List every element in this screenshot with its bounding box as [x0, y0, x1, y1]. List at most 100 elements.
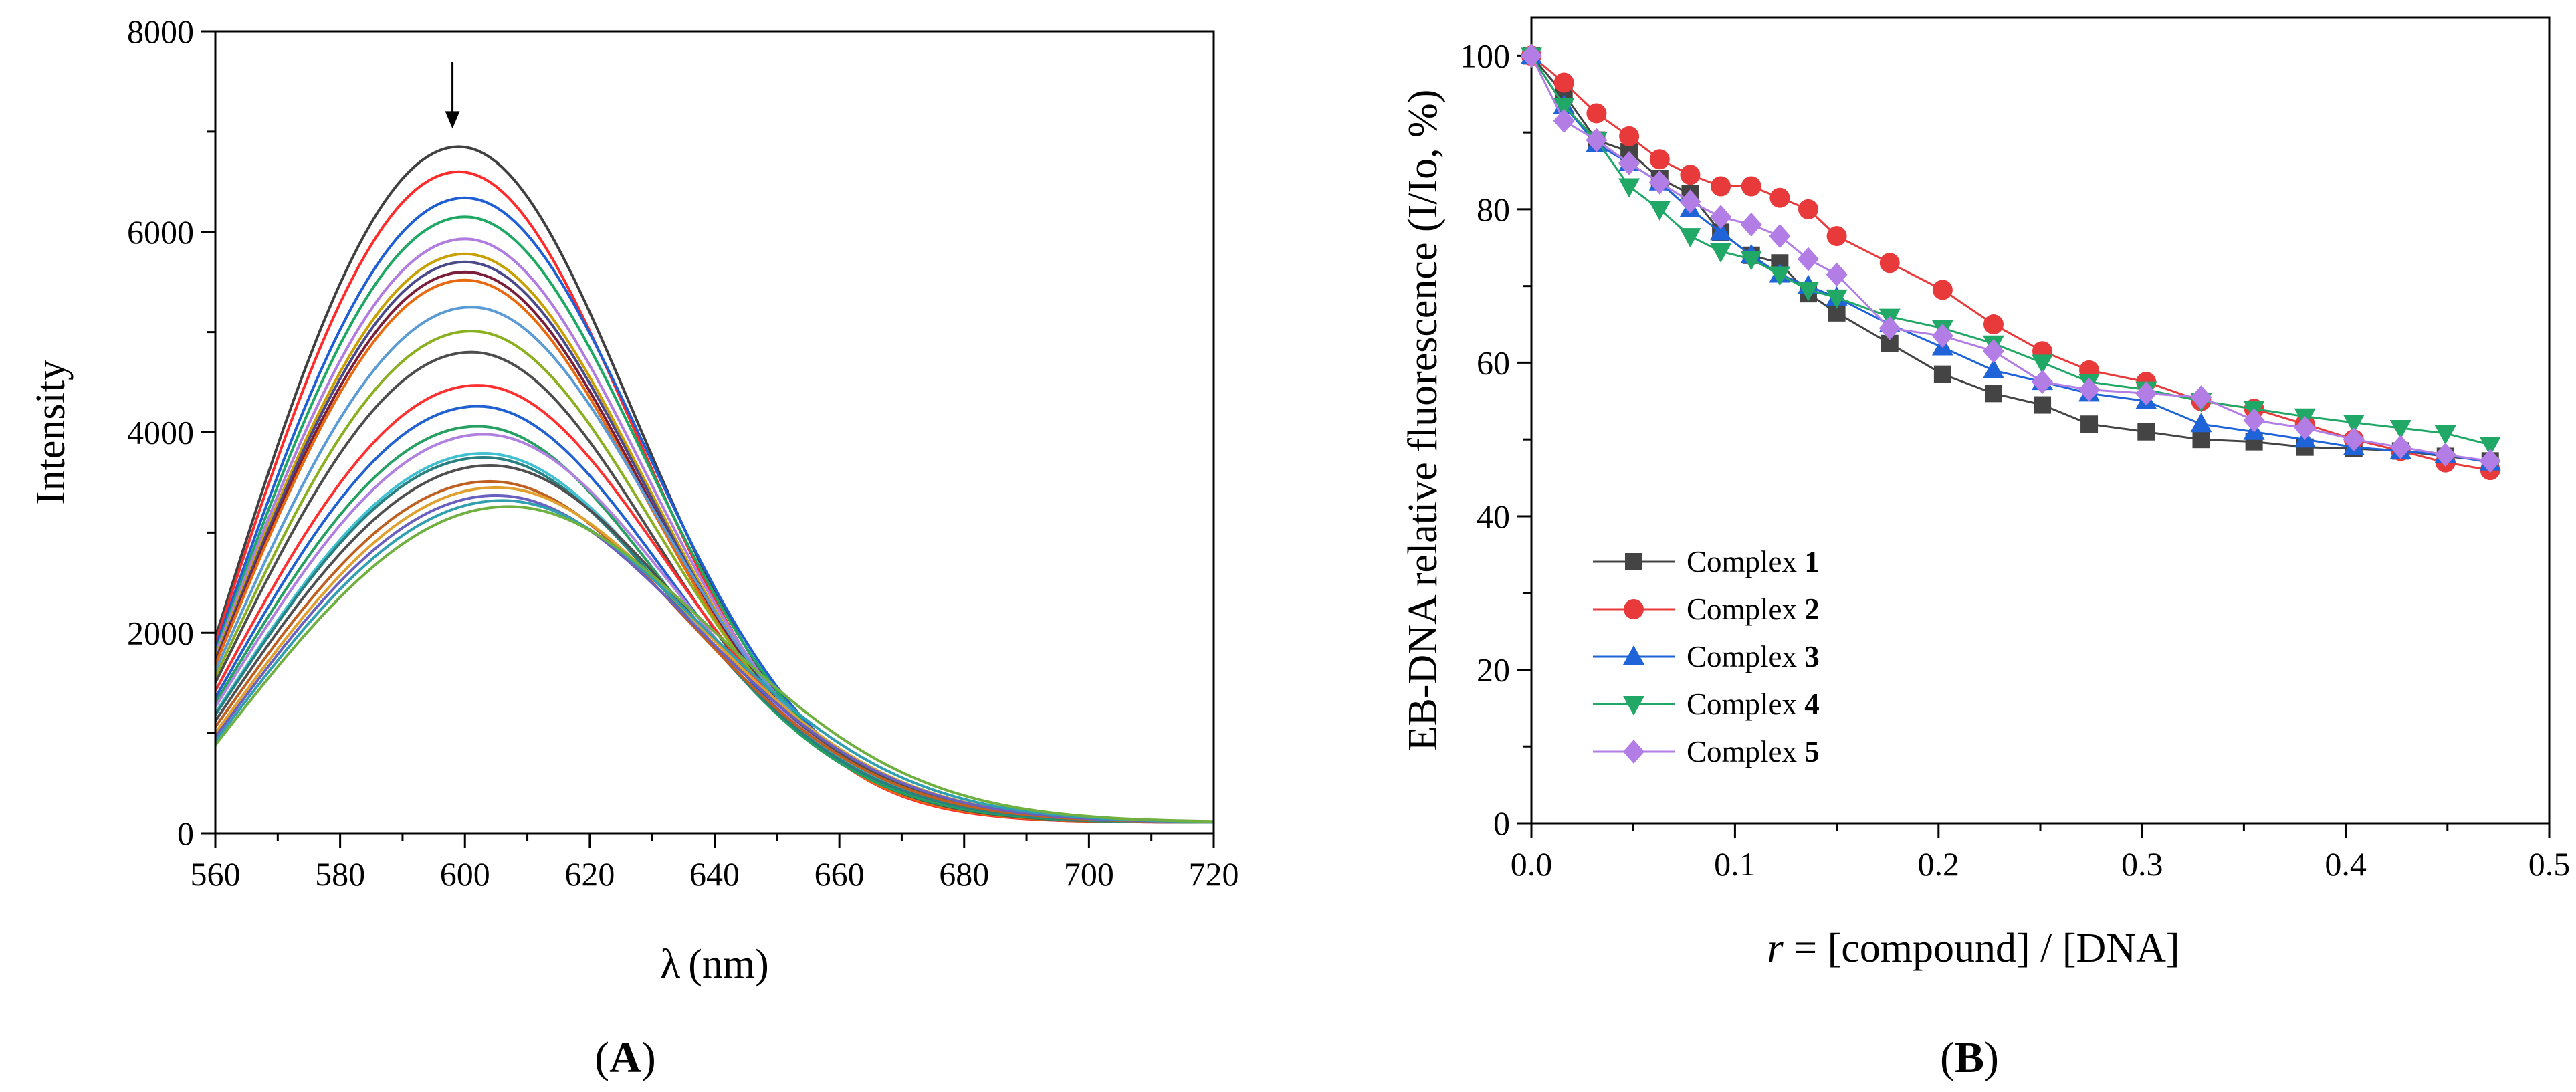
panel-b-data-point — [1521, 43, 1542, 68]
panel-b-data-point — [1553, 108, 1575, 133]
panel-b-data-point — [1931, 324, 1953, 348]
panel-b-data-point — [2389, 435, 2411, 459]
panel-a-spectrum-22 — [214, 494, 1214, 823]
panel-b-data-point — [2389, 419, 2411, 439]
panel-a-spectrum-23 — [214, 499, 1214, 823]
panel-b-data-point — [1769, 187, 1790, 208]
panel-b-data-point — [1710, 243, 1732, 263]
panel-b-data-point — [2479, 449, 2501, 473]
panel-a-letter: A — [609, 1033, 641, 1082]
panel-a-spectrum-24 — [214, 505, 1214, 823]
legend-entry-complex-1: Complex 1 — [1593, 545, 1820, 578]
panel-b-data-point — [1740, 251, 1762, 271]
panel-b-y-tick-label: 100 — [1460, 37, 1510, 74]
legend-entry-complex-5: Complex 5 — [1593, 735, 1820, 768]
panel-b-data-point — [1984, 385, 2002, 403]
panel-b-data-point — [2434, 443, 2456, 467]
panel-b-data-point — [1932, 280, 1953, 300]
panel-b-y-tick-label: 40 — [1477, 498, 1510, 535]
panel-a-x-tick-label: 600 — [440, 855, 490, 893]
panel-b-data-point — [2343, 427, 2365, 452]
panel-b-data-point — [1553, 72, 1574, 93]
legend-entry-complex-4: Complex 4 — [1593, 687, 1820, 721]
panel-b-data-point — [1797, 247, 1819, 271]
panel-b-data-point — [1983, 314, 2004, 335]
panel-b-data-point — [2080, 415, 2099, 433]
panel-b-y-tick-label: 60 — [1477, 344, 1510, 381]
panel-a-x-axis-label: λ (nm) — [660, 942, 769, 987]
panel-b-data-point — [1679, 189, 1701, 214]
panel-b-data-point — [1826, 262, 1848, 287]
panel-b-data-point — [1879, 316, 1901, 340]
panel-b-data-point — [1826, 226, 1847, 247]
panel-b-x-tick-label: 0.2 — [1918, 845, 1960, 883]
legend-label: Complex 1 — [1687, 545, 1820, 578]
panel-b-data-point — [2192, 431, 2210, 449]
panel-b-data-point — [2034, 396, 2052, 414]
panel-b-y-tick-label: 0 — [1493, 804, 1510, 842]
panel-b-data-point — [1619, 126, 1640, 146]
panel-b-data-point — [2032, 354, 2054, 374]
panel-b-data-point — [1879, 253, 1900, 274]
panel-b-data-point — [1710, 205, 1732, 229]
panel-a-x-tick-label: 660 — [815, 855, 865, 893]
panel-b-data-point — [1826, 289, 1848, 309]
panel-b-data-point — [1618, 151, 1640, 176]
panel-b-data-point — [1711, 176, 1731, 197]
panel-b-data-point — [1740, 212, 1762, 237]
panel-b-data-point — [2078, 377, 2101, 402]
panel-b-relative-fluorescence-chart: 0.0 0.1 0.2 0.3 0.4 0.5 0 20 40 60 80 100 Complex 1… — [1400, 16, 2571, 1082]
panel-a-x-tick-label: 580 — [315, 855, 365, 893]
panel-b-label: (B) — [1940, 1033, 1999, 1082]
panel-b-y-tick-label: 80 — [1477, 191, 1510, 228]
panel-a-x-tick-label: 640 — [689, 855, 740, 893]
legend-marker — [1623, 696, 1644, 716]
panel-b-data-point — [1982, 339, 2004, 364]
panel-b-x-tick-label: 0.5 — [2529, 845, 2571, 883]
panel-a-y-axis-label: Intensity — [28, 360, 74, 505]
panel-b-axes: 0.0 0.1 0.2 0.3 0.4 0.5 0 20 40 60 80 100 — [1460, 16, 2571, 883]
panel-b-x-axis-rest: = [compound] / [DNA] — [1784, 925, 2180, 971]
panel-a-series-group — [214, 145, 1214, 824]
panel-a-y-tick-label: 4000 — [127, 414, 194, 451]
panel-b-x-tick-label: 0.4 — [2325, 845, 2367, 883]
panel-b-data-point — [1798, 199, 1818, 219]
panel-b-data-point — [2137, 423, 2155, 441]
panel-b-x-axis-label: r = [compound] / [DNA] — [1767, 925, 2180, 971]
panel-b-data-point — [1679, 228, 1701, 248]
panel-b-data-point — [1982, 358, 2004, 378]
legend-marker — [1625, 553, 1642, 570]
panel-b-data-point — [1586, 103, 1607, 124]
panel-b-data-point — [2434, 425, 2456, 445]
panel-b-data-point — [2243, 408, 2265, 433]
panel-b-data-point — [1741, 176, 1761, 197]
panel-b-data-point — [1769, 224, 1791, 249]
panel-b-data-point — [1586, 128, 1608, 152]
panel-b-data-point — [2032, 370, 2054, 395]
panel-a-y-tick-label: 6000 — [127, 213, 194, 251]
panel-a-x-axis-unit: (nm) — [688, 942, 769, 987]
legend-marker — [1623, 645, 1644, 665]
panel-b-data-point — [1680, 165, 1701, 185]
legend-label: Complex 3 — [1687, 640, 1820, 673]
panel-a-x-tick-label: 620 — [564, 855, 615, 893]
panel-a-arrow-head — [445, 111, 460, 129]
panel-a-x-tick-label: 700 — [1064, 855, 1114, 893]
legend-label: Complex 2 — [1687, 592, 1820, 626]
panel-a-y-tick-label: 8000 — [127, 13, 194, 50]
panel-b-data-point — [2190, 385, 2212, 410]
panel-b-series-group — [1521, 43, 2501, 481]
panel-a-x-tick-label: 560 — [191, 855, 241, 893]
legend-marker — [1624, 599, 1644, 619]
panel-b-data-point — [1648, 201, 1671, 221]
panel-b-x-tick-label: 0.3 — [2121, 845, 2163, 883]
panel-b-x-tick-label: 0.0 — [1511, 845, 1553, 883]
panel-b-data-point — [1710, 221, 1732, 241]
panel-b-data-point — [2135, 381, 2157, 406]
panel-b-series-complex-5 — [1521, 43, 2501, 473]
legend-label: Complex 4 — [1687, 687, 1820, 721]
panel-b-y-axis-label: EB-DNA relative fluorescence (I/Io, %) — [1400, 90, 1446, 752]
panel-b-data-point — [1618, 178, 1640, 198]
panel-a-axes: 560 580 600 620 640 660 680 700 720 0 2000 4000 6000… — [127, 13, 1239, 893]
